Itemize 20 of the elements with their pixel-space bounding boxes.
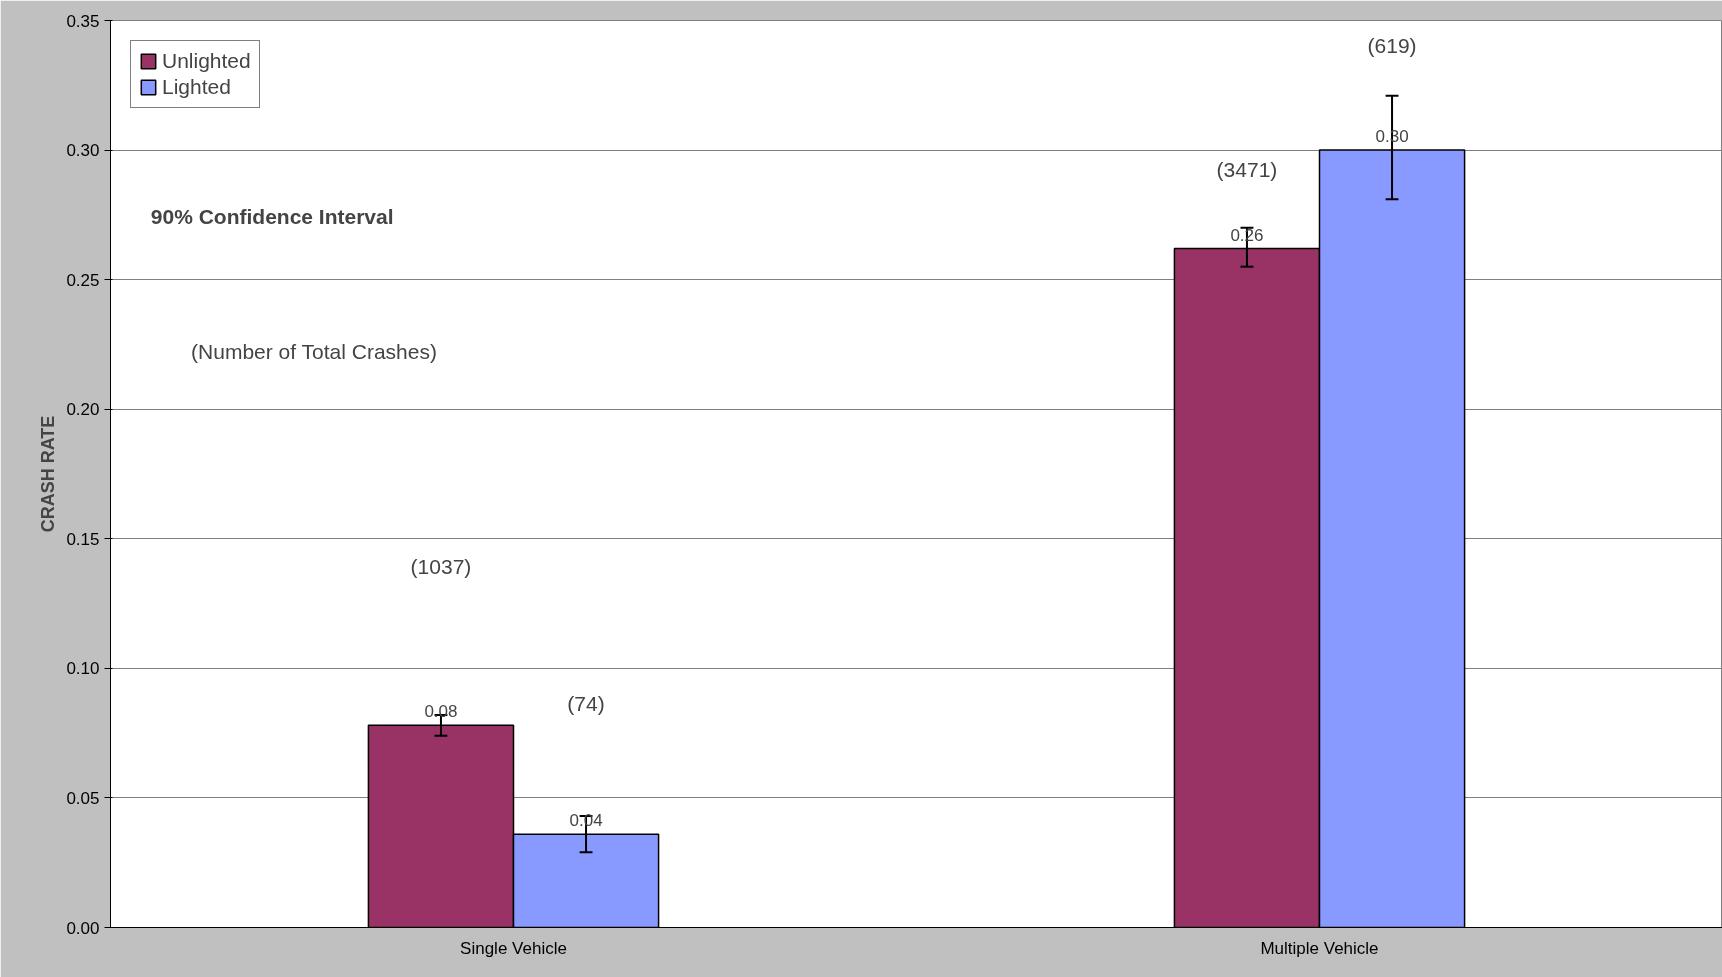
annotation: (619) xyxy=(1367,33,1417,57)
annotation: (74) xyxy=(567,692,605,715)
x-tick-label: Multiple Vehicle xyxy=(1260,938,1379,958)
y-tick-label: 0.15 xyxy=(66,529,100,549)
legend-label: Unlighted xyxy=(162,49,251,73)
annotation: (3471) xyxy=(1216,158,1278,182)
annotation: (1037) xyxy=(410,554,472,578)
y-tick-label: 0.25 xyxy=(66,270,100,290)
y-tick-label: 0.00 xyxy=(66,918,100,938)
annotation: 90% Confidence Interval xyxy=(150,204,394,228)
annotation: (Number of Total Crashes) xyxy=(191,339,437,363)
y-tick-label: 0.30 xyxy=(66,141,100,161)
y-tick-label: 0.35 xyxy=(66,11,100,31)
y-axis-title: CRASH RATE xyxy=(38,415,59,533)
data-label: 0.08 xyxy=(424,702,458,722)
y-tick-label: 0.05 xyxy=(66,788,100,808)
legend-label: Lighted xyxy=(162,75,231,99)
y-tick-label: 0.20 xyxy=(66,400,100,420)
x-tick-label: Single Vehicle xyxy=(460,938,567,958)
y-tick-label: 0.10 xyxy=(66,659,100,679)
